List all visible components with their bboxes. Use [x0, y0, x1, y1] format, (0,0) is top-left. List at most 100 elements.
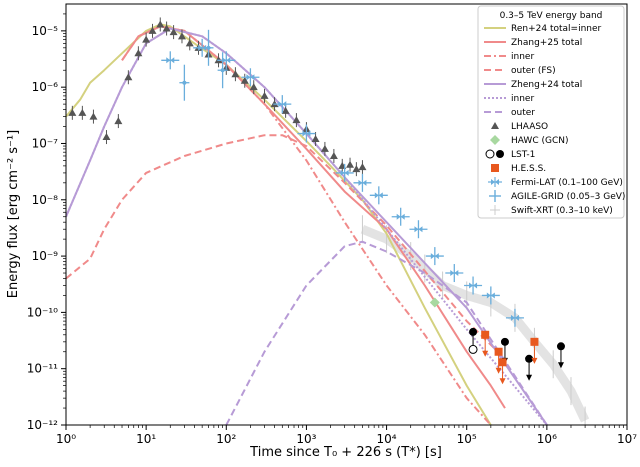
x-tick-label-7: 10⁷ [617, 432, 637, 446]
point-fermi-lat-0-1-100-gev [505, 308, 524, 327]
upper-limit-arrow [557, 362, 564, 369]
triangle-glyph [352, 165, 361, 173]
triangle-glyph [320, 144, 329, 152]
triangle-glyph [162, 24, 171, 32]
triangle-glyph [281, 106, 290, 114]
triangle-glyph [114, 117, 123, 125]
square-glyph [494, 347, 503, 356]
point-lhaaso [240, 73, 249, 88]
diamond-glyph [429, 297, 440, 308]
point-fermi-lat-0-1-100-gev [409, 220, 428, 239]
point-h-e-s-s [530, 337, 539, 364]
triangle-glyph [329, 151, 338, 159]
point-fermi-lat-0-1-100-gev [481, 286, 500, 305]
legend-entry-8: HAWC (GCN) [490, 135, 569, 146]
square-glyph [498, 358, 507, 367]
model-zheng-24-outer [225, 240, 548, 425]
bowtie-glyph [222, 57, 231, 64]
point-lhaaso [134, 46, 143, 61]
x-tick-label-0: 10⁰ [56, 432, 76, 446]
bowtie-glyph [450, 270, 459, 277]
bowtie-glyph [396, 213, 405, 220]
point-agile-grid-0-05-3-gev [217, 52, 228, 89]
triangle-glyph [231, 70, 240, 78]
point-lhaaso [114, 114, 123, 129]
legend-triangle-icon [491, 122, 499, 129]
open-circle-glyph [468, 344, 478, 354]
point-lhaaso [185, 36, 194, 51]
plus-center [182, 80, 187, 85]
point-lhaaso [124, 70, 133, 85]
legend-entry-5: inner [484, 94, 534, 104]
legend-label-13: Swift-XRT (0.3–10 keV) [511, 206, 613, 216]
upper-limit-arrow [499, 378, 506, 385]
triangle-glyph [358, 163, 367, 171]
point-lhaaso [358, 160, 367, 175]
square-glyph [530, 337, 539, 346]
point-fermi-lat-0-1-100-gev [161, 51, 180, 70]
point-lhaaso [68, 105, 77, 120]
point-lhaaso [102, 130, 111, 145]
legend-entry-13: Swift-XRT (0.3–10 keV) [490, 205, 613, 216]
triangle-glyph [346, 160, 355, 168]
legend-open-circle-icon [485, 149, 495, 159]
point-lhaaso [352, 162, 361, 177]
triangle-glyph [68, 108, 77, 116]
triangle-glyph [156, 20, 165, 28]
x-axis-label: Time since T₀ + 226 s (T*) [s] [249, 445, 442, 460]
circle-glyph [525, 354, 534, 363]
legend-label-7: LHAASO [511, 122, 548, 132]
y-tick-label-6: 10⁻⁶ [32, 80, 59, 94]
triangle-glyph [177, 32, 186, 40]
legend-diamond-icon [490, 135, 500, 145]
point-fermi-lat-0-1-100-gev [369, 186, 388, 205]
legend-label-3: outer (FS) [511, 66, 556, 76]
model-zhang-25-outer-fs [66, 134, 506, 360]
triangle-glyph [124, 73, 133, 81]
point-h-e-s-s [481, 330, 490, 357]
upper-limit-arrow [495, 367, 502, 374]
point-lst-1-detections [525, 354, 534, 381]
circle-glyph [556, 342, 565, 351]
legend: 0.3–5 TeV energy band Ren+24 total=inner… [477, 5, 625, 219]
bowtie-glyph [166, 57, 175, 64]
point-lhaaso [89, 109, 98, 124]
x-tick-label-4: 10⁴ [377, 432, 397, 446]
circle-glyph [500, 337, 509, 346]
bowtie-glyph [198, 44, 207, 51]
triangle-glyph [292, 116, 301, 124]
bowtie-glyph [414, 226, 423, 233]
triangle-glyph [169, 28, 178, 36]
legend-square-icon [491, 164, 499, 172]
legend-title: 0.3–5 TeV energy band [500, 11, 603, 21]
point-fermi-lat-0-1-100-gev [217, 51, 236, 70]
triangle-glyph [78, 108, 87, 116]
legend-entry-6: outer [484, 108, 535, 118]
point-fermi-lat-0-1-100-gev [391, 207, 410, 226]
x-tick-label-3: 10³ [296, 432, 316, 446]
point-fermi-lat-0-1-100-gev [425, 247, 444, 266]
point-lhaaso [311, 132, 320, 147]
legend-label-9: LST-1 [511, 150, 535, 160]
model-zheng-24-inner [66, 27, 548, 425]
legend-entry-4: Zheng+24 total [484, 80, 582, 90]
legend-entry-0: Ren+24 total=inner [484, 24, 602, 34]
legend-entry-9: LST-1 [485, 149, 535, 160]
bowtie-glyph [278, 101, 287, 108]
triangle-glyph [249, 83, 258, 91]
legend-filled-circle-icon [496, 150, 504, 158]
point-hawc-gcn [429, 297, 440, 308]
point-lhaaso [148, 23, 157, 38]
triangle-glyph [142, 35, 151, 43]
legend-label-1: Zhang+25 total [511, 38, 582, 48]
triangle-glyph [102, 133, 111, 141]
legend-label-4: Zheng+24 total [511, 80, 582, 90]
legend-entry-2: inner [484, 52, 534, 62]
x-tick-label-6: 10⁶ [537, 432, 557, 446]
point-lhaaso [78, 105, 87, 120]
legend-entry-10: H.E.S.S. [491, 164, 546, 174]
legend-entry-3: outer (FS) [484, 66, 556, 76]
bowtie-glyph [510, 314, 519, 321]
model-zhang-25-inner [121, 25, 492, 425]
